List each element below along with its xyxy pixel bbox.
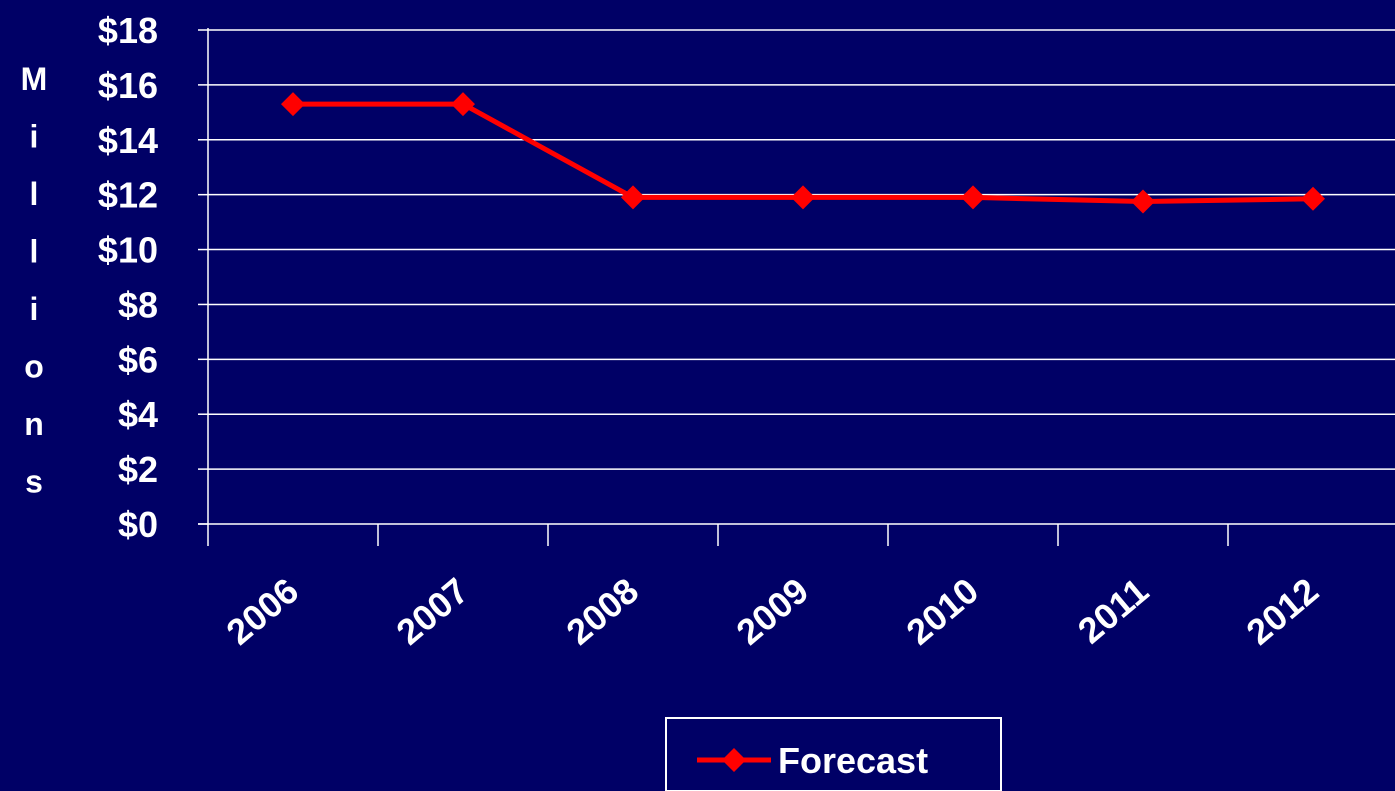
y-axis-label-letter: l <box>30 234 39 270</box>
y-tick-label: $16 <box>98 65 158 106</box>
legend-box <box>665 717 1002 791</box>
data-point-marker <box>621 185 645 210</box>
x-tick-label: 2007 <box>388 570 476 653</box>
y-tick-labels: $0 $2 $4 $6 $8 $10 $12 $14 $16 $18 <box>98 10 158 545</box>
x-tick-label: 2009 <box>728 570 816 653</box>
x-tick-label: 2011 <box>1070 570 1156 652</box>
y-axis-label-letter: i <box>30 119 39 155</box>
y-tick-label: $0 <box>118 504 158 545</box>
y-tick-label: $10 <box>98 230 158 271</box>
data-point-marker <box>961 185 985 210</box>
y-tick-label: $12 <box>98 175 158 216</box>
legend-label: Forecast <box>778 740 928 781</box>
x-tick-labels: 2006 2007 2008 2009 2010 2011 2012 <box>218 570 1326 653</box>
y-axis-label-letter: M <box>21 61 48 97</box>
series-forecast <box>281 92 1325 214</box>
y-axis-label-letter: o <box>24 349 44 385</box>
y-tick-label: $18 <box>98 10 158 51</box>
data-point-marker <box>281 92 305 117</box>
gridlines <box>208 29 1395 470</box>
x-tick-label: 2012 <box>1238 570 1326 653</box>
y-tick-label: $2 <box>118 449 158 490</box>
x-tick-label: 2010 <box>898 570 986 653</box>
y-axis-label-letter: s <box>25 464 43 500</box>
legend: Forecast <box>665 717 1002 791</box>
y-tick-label: $6 <box>118 339 158 380</box>
x-tick-label: 2006 <box>218 570 306 653</box>
y-tick-label: $4 <box>118 394 158 435</box>
data-point-marker <box>791 185 815 210</box>
legend-swatch-marker <box>722 748 746 772</box>
x-tick-label: 2008 <box>558 570 646 653</box>
axes <box>198 28 1395 546</box>
y-tick-label: $14 <box>98 120 158 161</box>
y-axis-label-letter: n <box>24 406 44 442</box>
y-axis-label-letter: i <box>30 291 39 327</box>
data-point-marker <box>1131 189 1155 214</box>
data-point-marker <box>1301 186 1325 211</box>
data-point-marker <box>451 92 475 117</box>
y-tick-label: $8 <box>118 284 158 325</box>
y-axis-label-letter: l <box>30 176 39 212</box>
